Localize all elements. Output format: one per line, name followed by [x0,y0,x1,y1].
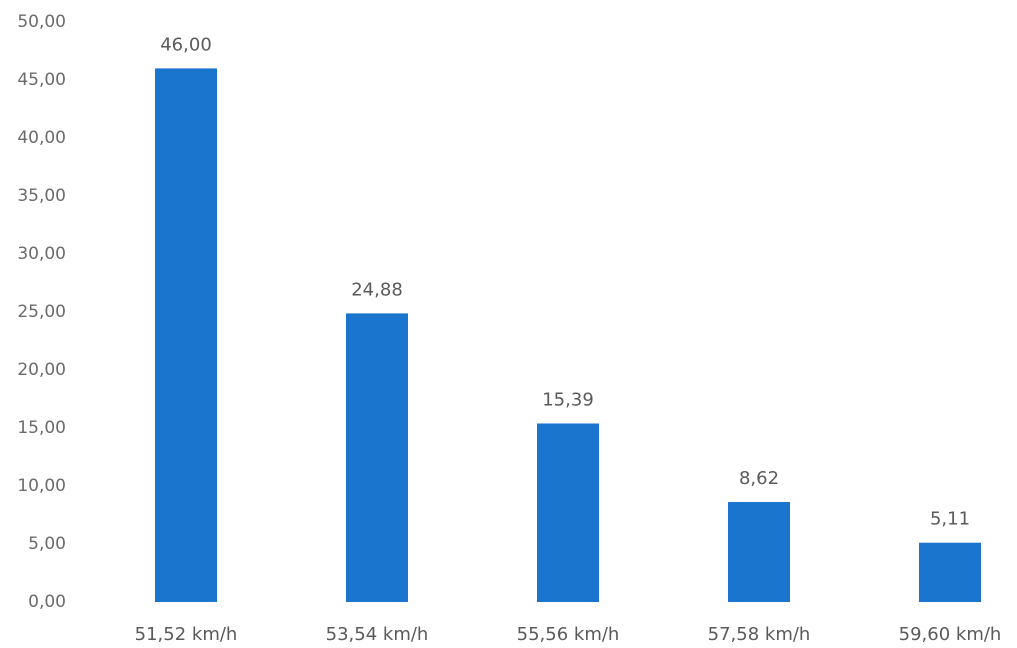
bar [919,542,981,602]
x-category-label: 53,54 km/h [326,624,429,645]
y-tick-label: 50,00 [17,12,66,32]
bars [155,68,981,602]
bar-value-label: 8,62 [739,468,779,489]
y-tick-label: 45,00 [17,70,66,90]
y-tick-label: 15,00 [17,418,66,438]
y-tick-label: 40,00 [17,128,66,148]
x-category-label: 51,52 km/h [135,624,238,645]
bar [728,502,790,602]
data-labels: 46,00 24,88 15,39 8,62 5,11 [160,34,970,529]
bar [346,313,408,602]
y-tick-label: 10,00 [17,476,66,496]
y-tick-label: 20,00 [17,360,66,380]
y-tick-label: 5,00 [28,534,66,554]
x-category-label: 55,56 km/h [517,624,620,645]
bar-value-label: 15,39 [542,389,594,410]
bar [155,68,217,602]
bar [537,423,599,602]
y-tick-label: 30,00 [17,244,66,264]
bar-value-label: 5,11 [930,509,970,530]
x-category-label: 59,60 km/h [899,624,1002,645]
y-tick-label: 0,00 [28,592,66,612]
y-tick-label: 25,00 [17,302,66,322]
y-axis: 0,00 5,00 10,00 15,00 20,00 25,00 30,00 35,00 40… [17,12,66,612]
bar-value-label: 24,88 [351,279,403,300]
bar-value-label: 46,00 [160,34,212,55]
x-axis: 51,52 km/h 53,54 km/h 55,56 km/h 57,58 km/h… [135,624,1002,645]
y-tick-label: 35,00 [17,186,66,206]
x-category-label: 57,58 km/h [708,624,811,645]
